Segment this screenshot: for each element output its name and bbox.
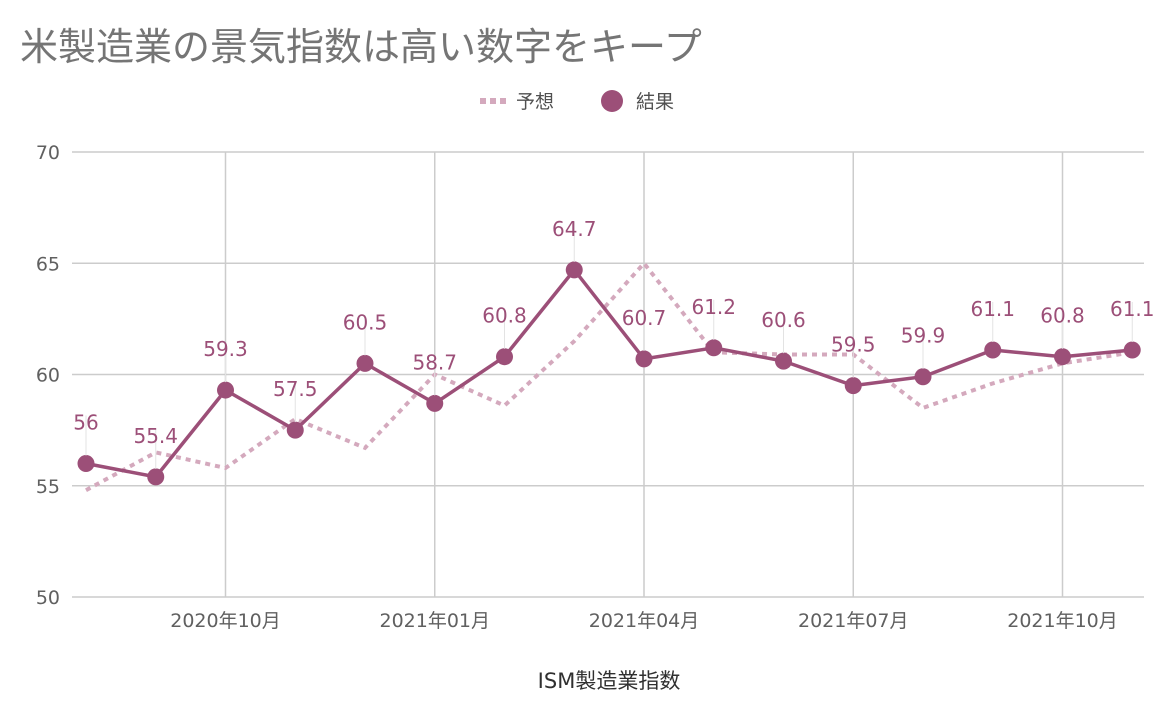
grid-lines bbox=[72, 151, 1144, 598]
result-data-point bbox=[635, 350, 653, 368]
x-tick-label: 2021年10月 bbox=[1007, 610, 1118, 632]
result-data-point bbox=[775, 352, 792, 370]
result-data-label: 60.7 bbox=[622, 306, 667, 330]
result-series-line bbox=[85, 268, 1133, 479]
x-axis-title: ISM製造業指数 bbox=[538, 669, 681, 693]
result-data-label: 56 bbox=[73, 411, 98, 435]
result-data-point bbox=[914, 368, 932, 386]
result-data-point bbox=[1123, 341, 1141, 359]
result-data-label: 60.8 bbox=[1040, 304, 1085, 328]
result-data-label: 59.5 bbox=[831, 333, 876, 357]
y-tick-label: 50 bbox=[36, 587, 60, 609]
result-data-point bbox=[844, 377, 862, 395]
result-data-label: 61.1 bbox=[970, 297, 1015, 321]
result-data-label: 60.8 bbox=[482, 304, 527, 328]
y-tick-label: 65 bbox=[36, 253, 60, 275]
chart-title: 米製造業の景気指数は高い数字をキープ bbox=[20, 25, 702, 69]
legend-result-label: 結果 bbox=[636, 91, 674, 113]
result-data-label: 60.5 bbox=[343, 310, 388, 334]
result-data-label: 55.4 bbox=[133, 424, 178, 448]
result-data-point bbox=[705, 339, 723, 357]
result-data-point bbox=[426, 394, 444, 412]
result-data-label: 60.6 bbox=[761, 308, 806, 332]
result-data-point bbox=[217, 381, 234, 399]
x-tick-label: 2021年07月 bbox=[798, 610, 909, 632]
result-data-point bbox=[984, 341, 1002, 359]
result-data-label: 61.2 bbox=[691, 295, 736, 319]
legend: 予想 結果 bbox=[480, 90, 674, 113]
result-data-point bbox=[1054, 348, 1071, 366]
result-data-point bbox=[147, 468, 165, 486]
result-data-point bbox=[77, 455, 95, 472]
y-tick-label: 70 bbox=[36, 142, 60, 164]
result-data-point bbox=[286, 421, 304, 439]
x-tick-label: 2021年01月 bbox=[379, 610, 490, 632]
result-data-label: 59.9 bbox=[901, 324, 946, 348]
result-data-label: 58.7 bbox=[412, 350, 457, 374]
result-data-point bbox=[356, 354, 374, 372]
result-data-label: 57.5 bbox=[273, 377, 318, 401]
y-tick-label: 60 bbox=[36, 365, 60, 387]
data-labels: 56 55.4 59.3 57.5 60.5 58.7 60.8 64.7 60.7 61.2 60… bbox=[73, 217, 1155, 469]
result-data-label: 59.3 bbox=[203, 337, 248, 361]
forecast-series-line bbox=[85, 260, 1133, 492]
legend-result-swatch bbox=[601, 90, 623, 112]
result-data-point bbox=[565, 261, 583, 279]
y-tick-label: 55 bbox=[36, 476, 60, 498]
result-data-label: 61.1 bbox=[1110, 297, 1155, 321]
x-tick-label: 2021年04月 bbox=[589, 610, 700, 632]
result-data-label: 64.7 bbox=[552, 217, 597, 241]
axis-labels: 50 55 60 65 70 2020年10月 2021年01月 2021年04月 2021年0… bbox=[36, 142, 1118, 632]
series-lines bbox=[77, 260, 1141, 492]
legend-forecast-label: 予想 bbox=[516, 91, 554, 113]
result-data-point bbox=[496, 348, 513, 366]
x-tick-label: 2020年10月 bbox=[170, 610, 281, 632]
